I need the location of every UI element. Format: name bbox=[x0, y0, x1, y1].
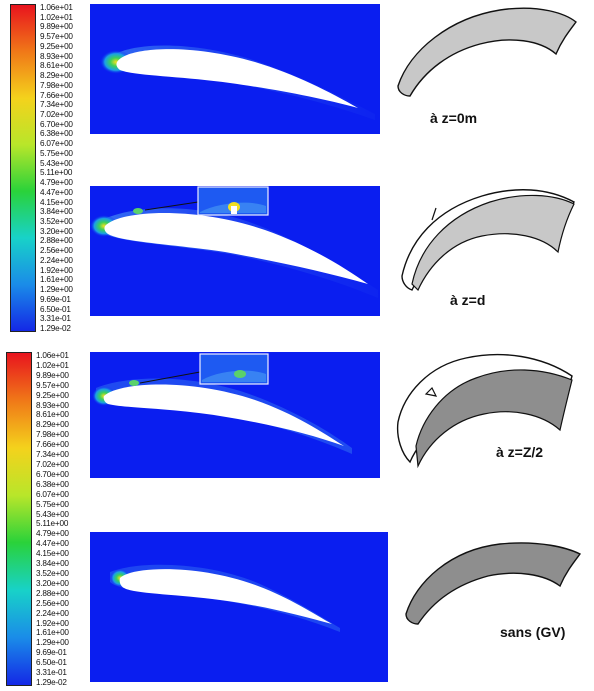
legend-tick-label: 7.66e+00 bbox=[40, 90, 73, 100]
velocity-field-zZ2 bbox=[90, 352, 380, 478]
legend-tick-label: 6.70e+00 bbox=[40, 119, 73, 129]
legend-tick-label: 9.57e+00 bbox=[36, 380, 69, 390]
legend-tick-label: 7.34e+00 bbox=[40, 100, 73, 110]
caption-z0: à z=0m bbox=[430, 110, 478, 126]
legend-tick-label: 4.47e+00 bbox=[36, 539, 69, 549]
legend-tick-label: 6.38e+00 bbox=[40, 129, 73, 139]
legend-tick-label: 1.02e+01 bbox=[36, 360, 69, 370]
legend-tick-label: 5.75e+00 bbox=[36, 499, 69, 509]
legend-tick-label: 4.79e+00 bbox=[36, 529, 69, 539]
legend-tick-label: 1.92e+00 bbox=[40, 265, 73, 275]
legend-tick-label: 9.69e-01 bbox=[36, 648, 67, 658]
colorbar-bottom-ticks: 1.06e+01 1.02e+01 9.89e+00 9.57e+00 9.25e+00… bbox=[36, 351, 88, 688]
legend-tick-label: 2.24e+00 bbox=[36, 608, 69, 618]
legend-tick-label: 6.70e+00 bbox=[36, 469, 69, 479]
legend-tick-label: 6.07e+00 bbox=[40, 139, 73, 149]
legend-tick-label: 1.02e+01 bbox=[40, 12, 73, 22]
blade-sketch-sans-gv bbox=[400, 536, 590, 632]
legend-tick-label: 1.61e+00 bbox=[36, 628, 69, 638]
legend-tick-label: 1.06e+01 bbox=[36, 351, 69, 360]
legend-tick-label: 9.89e+00 bbox=[36, 370, 69, 380]
legend-tick-label: 1.29e+00 bbox=[36, 638, 69, 648]
legend-tick-label: 4.79e+00 bbox=[40, 178, 73, 188]
legend-tick-label: 3.52e+00 bbox=[36, 569, 69, 578]
caption-zd: à z=d bbox=[450, 292, 486, 308]
caption-sans-gv: sans (GV) bbox=[500, 624, 566, 640]
legend-tick-label: 5.43e+00 bbox=[36, 509, 69, 519]
legend-tick-label: 1.92e+00 bbox=[36, 618, 69, 628]
legend-tick-label: 2.56e+00 bbox=[40, 246, 73, 256]
caption-zZ2: à z=Z/2 bbox=[496, 444, 544, 460]
legend-tick-label: 5.11e+00 bbox=[36, 519, 69, 529]
colorbar-top bbox=[10, 4, 36, 332]
legend-tick-label: 8.61e+00 bbox=[36, 410, 69, 420]
velocity-field-z0 bbox=[90, 4, 380, 134]
legend-tick-label: 4.15e+00 bbox=[36, 549, 69, 559]
legend-tick-label: 5.43e+00 bbox=[40, 158, 73, 168]
legend-tick-label: 2.88e+00 bbox=[40, 236, 73, 246]
legend-tick-label: 6.07e+00 bbox=[36, 489, 69, 499]
legend-tick-label: 6.38e+00 bbox=[36, 479, 69, 489]
blade-sketch-zZ2 bbox=[392, 350, 588, 470]
legend-tick-label: 3.52e+00 bbox=[40, 217, 73, 226]
velocity-field-zd bbox=[90, 186, 380, 316]
legend-tick-label: 4.47e+00 bbox=[40, 187, 73, 197]
legend-tick-label: 3.20e+00 bbox=[36, 578, 69, 588]
legend-tick-label: 7.98e+00 bbox=[40, 80, 73, 90]
legend-tick-label: 8.29e+00 bbox=[40, 71, 73, 81]
legend-tick-label: 7.66e+00 bbox=[36, 440, 69, 450]
legend-tick-label: 6.50e-01 bbox=[36, 658, 67, 668]
legend-tick-label: 2.56e+00 bbox=[36, 598, 69, 608]
legend-tick-label: 8.29e+00 bbox=[36, 420, 69, 430]
legend-tick-label: 9.89e+00 bbox=[40, 22, 73, 32]
legend-tick-label: 2.88e+00 bbox=[36, 588, 69, 598]
legend-tick-label: 9.25e+00 bbox=[36, 390, 69, 400]
legend-tick-label: 7.02e+00 bbox=[36, 460, 69, 469]
legend-tick-label: 3.31e-01 bbox=[36, 668, 67, 678]
legend-tick-label: 7.98e+00 bbox=[36, 430, 69, 440]
legend-tick-label: 6.50e-01 bbox=[40, 304, 71, 314]
legend-tick-label: 7.34e+00 bbox=[36, 450, 69, 460]
legend-tick-label: 8.61e+00 bbox=[40, 61, 73, 71]
legend-tick-label: 3.31e-01 bbox=[40, 314, 71, 324]
legend-tick-label: 1.61e+00 bbox=[40, 275, 73, 285]
velocity-field-sans-gv bbox=[90, 532, 388, 682]
legend-tick-label: 7.02e+00 bbox=[40, 110, 73, 119]
legend-tick-label: 1.29e-02 bbox=[36, 678, 67, 687]
legend-tick-label: 9.57e+00 bbox=[40, 32, 73, 42]
legend-tick-label: 8.93e+00 bbox=[40, 51, 73, 61]
legend-tick-label: 1.29e+00 bbox=[40, 285, 73, 295]
blade-sketch-zd bbox=[396, 180, 586, 292]
legend-tick-label: 3.84e+00 bbox=[36, 559, 69, 569]
colorbar-bottom bbox=[6, 352, 32, 686]
legend-tick-label: 3.20e+00 bbox=[40, 226, 73, 236]
legend-tick-label: 9.69e-01 bbox=[40, 294, 71, 304]
legend-tick-label: 5.75e+00 bbox=[40, 148, 73, 158]
legend-tick-label: 4.15e+00 bbox=[40, 197, 73, 207]
legend-tick-label: 8.93e+00 bbox=[36, 400, 69, 410]
legend-tick-label: 5.11e+00 bbox=[40, 168, 73, 178]
legend-tick-label: 9.25e+00 bbox=[40, 41, 73, 51]
legend-tick-label: 1.06e+01 bbox=[40, 3, 73, 12]
blade-sketch-z0 bbox=[390, 0, 590, 110]
legend-tick-label: 2.24e+00 bbox=[40, 255, 73, 265]
legend-tick-label: 1.29e-02 bbox=[40, 324, 71, 333]
colorbar-top-ticks: 1.06e+01 1.02e+01 9.89e+00 9.57e+00 9.25e+00… bbox=[40, 3, 90, 334]
legend-tick-label: 3.84e+00 bbox=[40, 207, 73, 217]
